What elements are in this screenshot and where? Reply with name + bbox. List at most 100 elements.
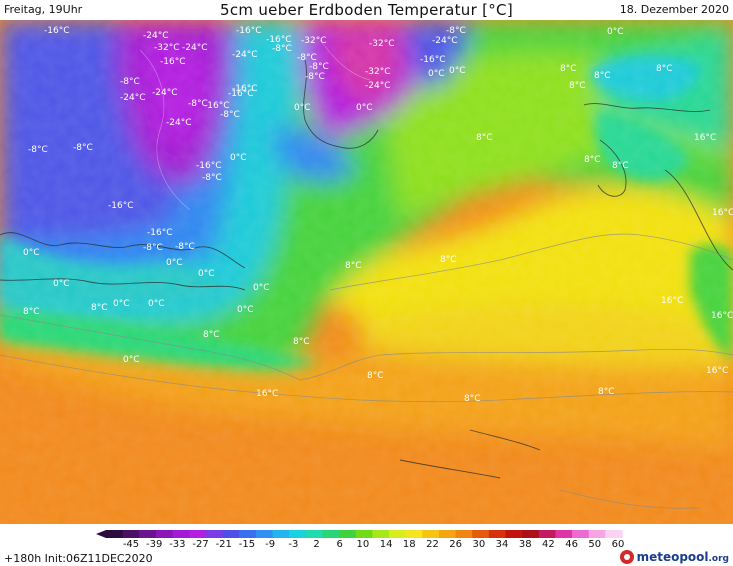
temperature-label: 8°C <box>345 261 362 271</box>
temperature-label: 16°C <box>694 133 716 143</box>
temperature-label: -8°C <box>202 173 222 183</box>
temperature-fields <box>0 20 733 524</box>
temperature-label: 8°C <box>23 307 40 317</box>
color-scale-swatch <box>239 530 257 538</box>
temperature-label: 16°C <box>661 296 683 306</box>
legend-tick-label: 60 <box>611 539 625 550</box>
ice-outline <box>139 39 371 211</box>
temperature-label: -8°C <box>446 26 466 36</box>
temperature-labels: -16°C -24°C -16°C-32°C -24°C-24°C-16°C-8°C-… <box>23 26 733 404</box>
temperature-label: -16°C <box>108 201 133 211</box>
temperature-label: 0°C <box>237 305 254 315</box>
temperature-label: 16°C <box>706 366 728 376</box>
temperature-label: 0°C <box>356 103 373 113</box>
temperature-label: 0°C <box>253 283 270 293</box>
forecast-init-label: +180h Init:06Z11DEC2020 <box>4 552 153 565</box>
valid-time-label: Freitag, 19Uhr <box>4 3 83 16</box>
legend-tick-label: 6 <box>336 539 343 550</box>
legend-tick-label: -9 <box>265 539 276 550</box>
temperature-label: 8°C <box>612 161 629 171</box>
temperature-label: 8°C <box>569 81 586 91</box>
legend-tick-label: 10 <box>356 539 370 550</box>
temperature-label: -8°C <box>272 44 292 54</box>
temperature-label: -16°C <box>196 161 221 171</box>
temperature-label: 16°C <box>711 311 733 321</box>
color-scale-swatch <box>189 530 207 538</box>
color-scale-swatch <box>289 530 307 538</box>
temperature-label: -16°C <box>228 89 253 99</box>
legend-tick-label: 18 <box>402 539 416 550</box>
brand-text: meteopool.org <box>637 550 729 564</box>
temperature-label: -8°C <box>73 143 93 153</box>
temperature-label: -32°C <box>365 67 390 77</box>
temperature-label: 0°C <box>198 269 215 279</box>
temperature-label: -32°C <box>301 36 326 46</box>
temperature-label: -8°C <box>188 99 208 109</box>
temperature-label: -32°C <box>369 39 394 49</box>
temperature-label: -16°C <box>204 101 229 111</box>
temperature-label: 0°C <box>113 299 130 309</box>
coastlines <box>0 59 733 479</box>
temperature-label: -24°C <box>365 81 390 91</box>
temperature-label: -24°C <box>232 50 257 60</box>
temperature-label: 0°C <box>294 103 311 113</box>
temperature-label: 8°C <box>440 255 457 265</box>
brand: meteopool.org <box>619 548 729 566</box>
temperature-label: -16°C <box>160 57 185 67</box>
legend: -45 -39 -33 -27 -21 -15 -9 -3 2 6 10 14 18 22 26 30 34 38… <box>0 524 733 566</box>
color-scale-swatch <box>355 530 373 538</box>
color-scale-swatch <box>472 530 490 538</box>
temperature-label: -8°C <box>297 53 317 63</box>
color-scale-swatch <box>422 530 440 538</box>
temperature-label: 0°C <box>148 299 165 309</box>
temperature-label: 0°C <box>53 279 70 289</box>
temperature-label: -8°C <box>120 77 140 87</box>
color-scale-swatch <box>139 530 157 538</box>
temperature-label: 0°C <box>230 153 247 163</box>
color-scale-swatch <box>572 530 590 538</box>
color-scale-swatch <box>339 530 357 538</box>
isotherms <box>0 233 733 509</box>
temperature-label: 0°C <box>23 248 40 258</box>
legend-tick-label: -21 <box>215 539 232 550</box>
temperature-label: -16°C <box>147 228 172 238</box>
color-scale-swatch <box>555 530 573 538</box>
legend-tick-label: -3 <box>288 539 299 550</box>
map-title: 5cm ueber Erdboden Temperatur [°C] <box>220 1 513 19</box>
temperature-label: -8°C <box>309 62 329 72</box>
legend-tick-label: 38 <box>518 539 532 550</box>
color-scale-bar <box>96 530 623 538</box>
color-scale-swatch <box>605 530 623 538</box>
temperature-label: 8°C <box>476 133 493 143</box>
color-scale-swatch <box>405 530 423 538</box>
color-scale-swatch <box>172 530 190 538</box>
color-scale-swatch <box>588 530 606 538</box>
temperature-label: -16°C <box>44 26 69 36</box>
temperature-label: -8°C <box>175 242 195 252</box>
temperature-map: -16°C -24°C -16°C-32°C -24°C-24°C-16°C-8°C-… <box>0 20 733 524</box>
meteopool-logo-icon <box>619 550 634 564</box>
color-scale-swatch <box>372 530 390 538</box>
color-scale-swatch <box>488 530 507 538</box>
brand-name: meteopool <box>636 550 709 564</box>
legend-tick-label: -39 <box>146 539 163 550</box>
color-scale-swatch <box>205 530 224 538</box>
legend-tick-label: -33 <box>169 539 186 550</box>
legend-tick-label: 14 <box>379 539 393 550</box>
temperature-label: -24°C <box>143 31 168 41</box>
temperature-label: 8°C <box>594 71 611 81</box>
color-scale-swatch <box>522 530 540 538</box>
temperature-label: -8°C <box>220 110 240 120</box>
temperature-label: 8°C <box>560 64 577 74</box>
legend-tick-label: 34 <box>495 539 509 550</box>
temperature-label: -24°C <box>120 93 145 103</box>
legend-tick-label: 46 <box>565 539 578 550</box>
color-scale-swatch <box>538 530 557 538</box>
temperature-label: 8°C <box>584 155 601 165</box>
legend-tick-label: -15 <box>238 539 256 550</box>
legend-tick-label: 30 <box>472 539 486 550</box>
date-label: 18. Dezember 2020 <box>619 3 729 16</box>
legend-tick-label: -45 <box>122 539 140 550</box>
temperature-label: 0°C <box>166 258 183 268</box>
